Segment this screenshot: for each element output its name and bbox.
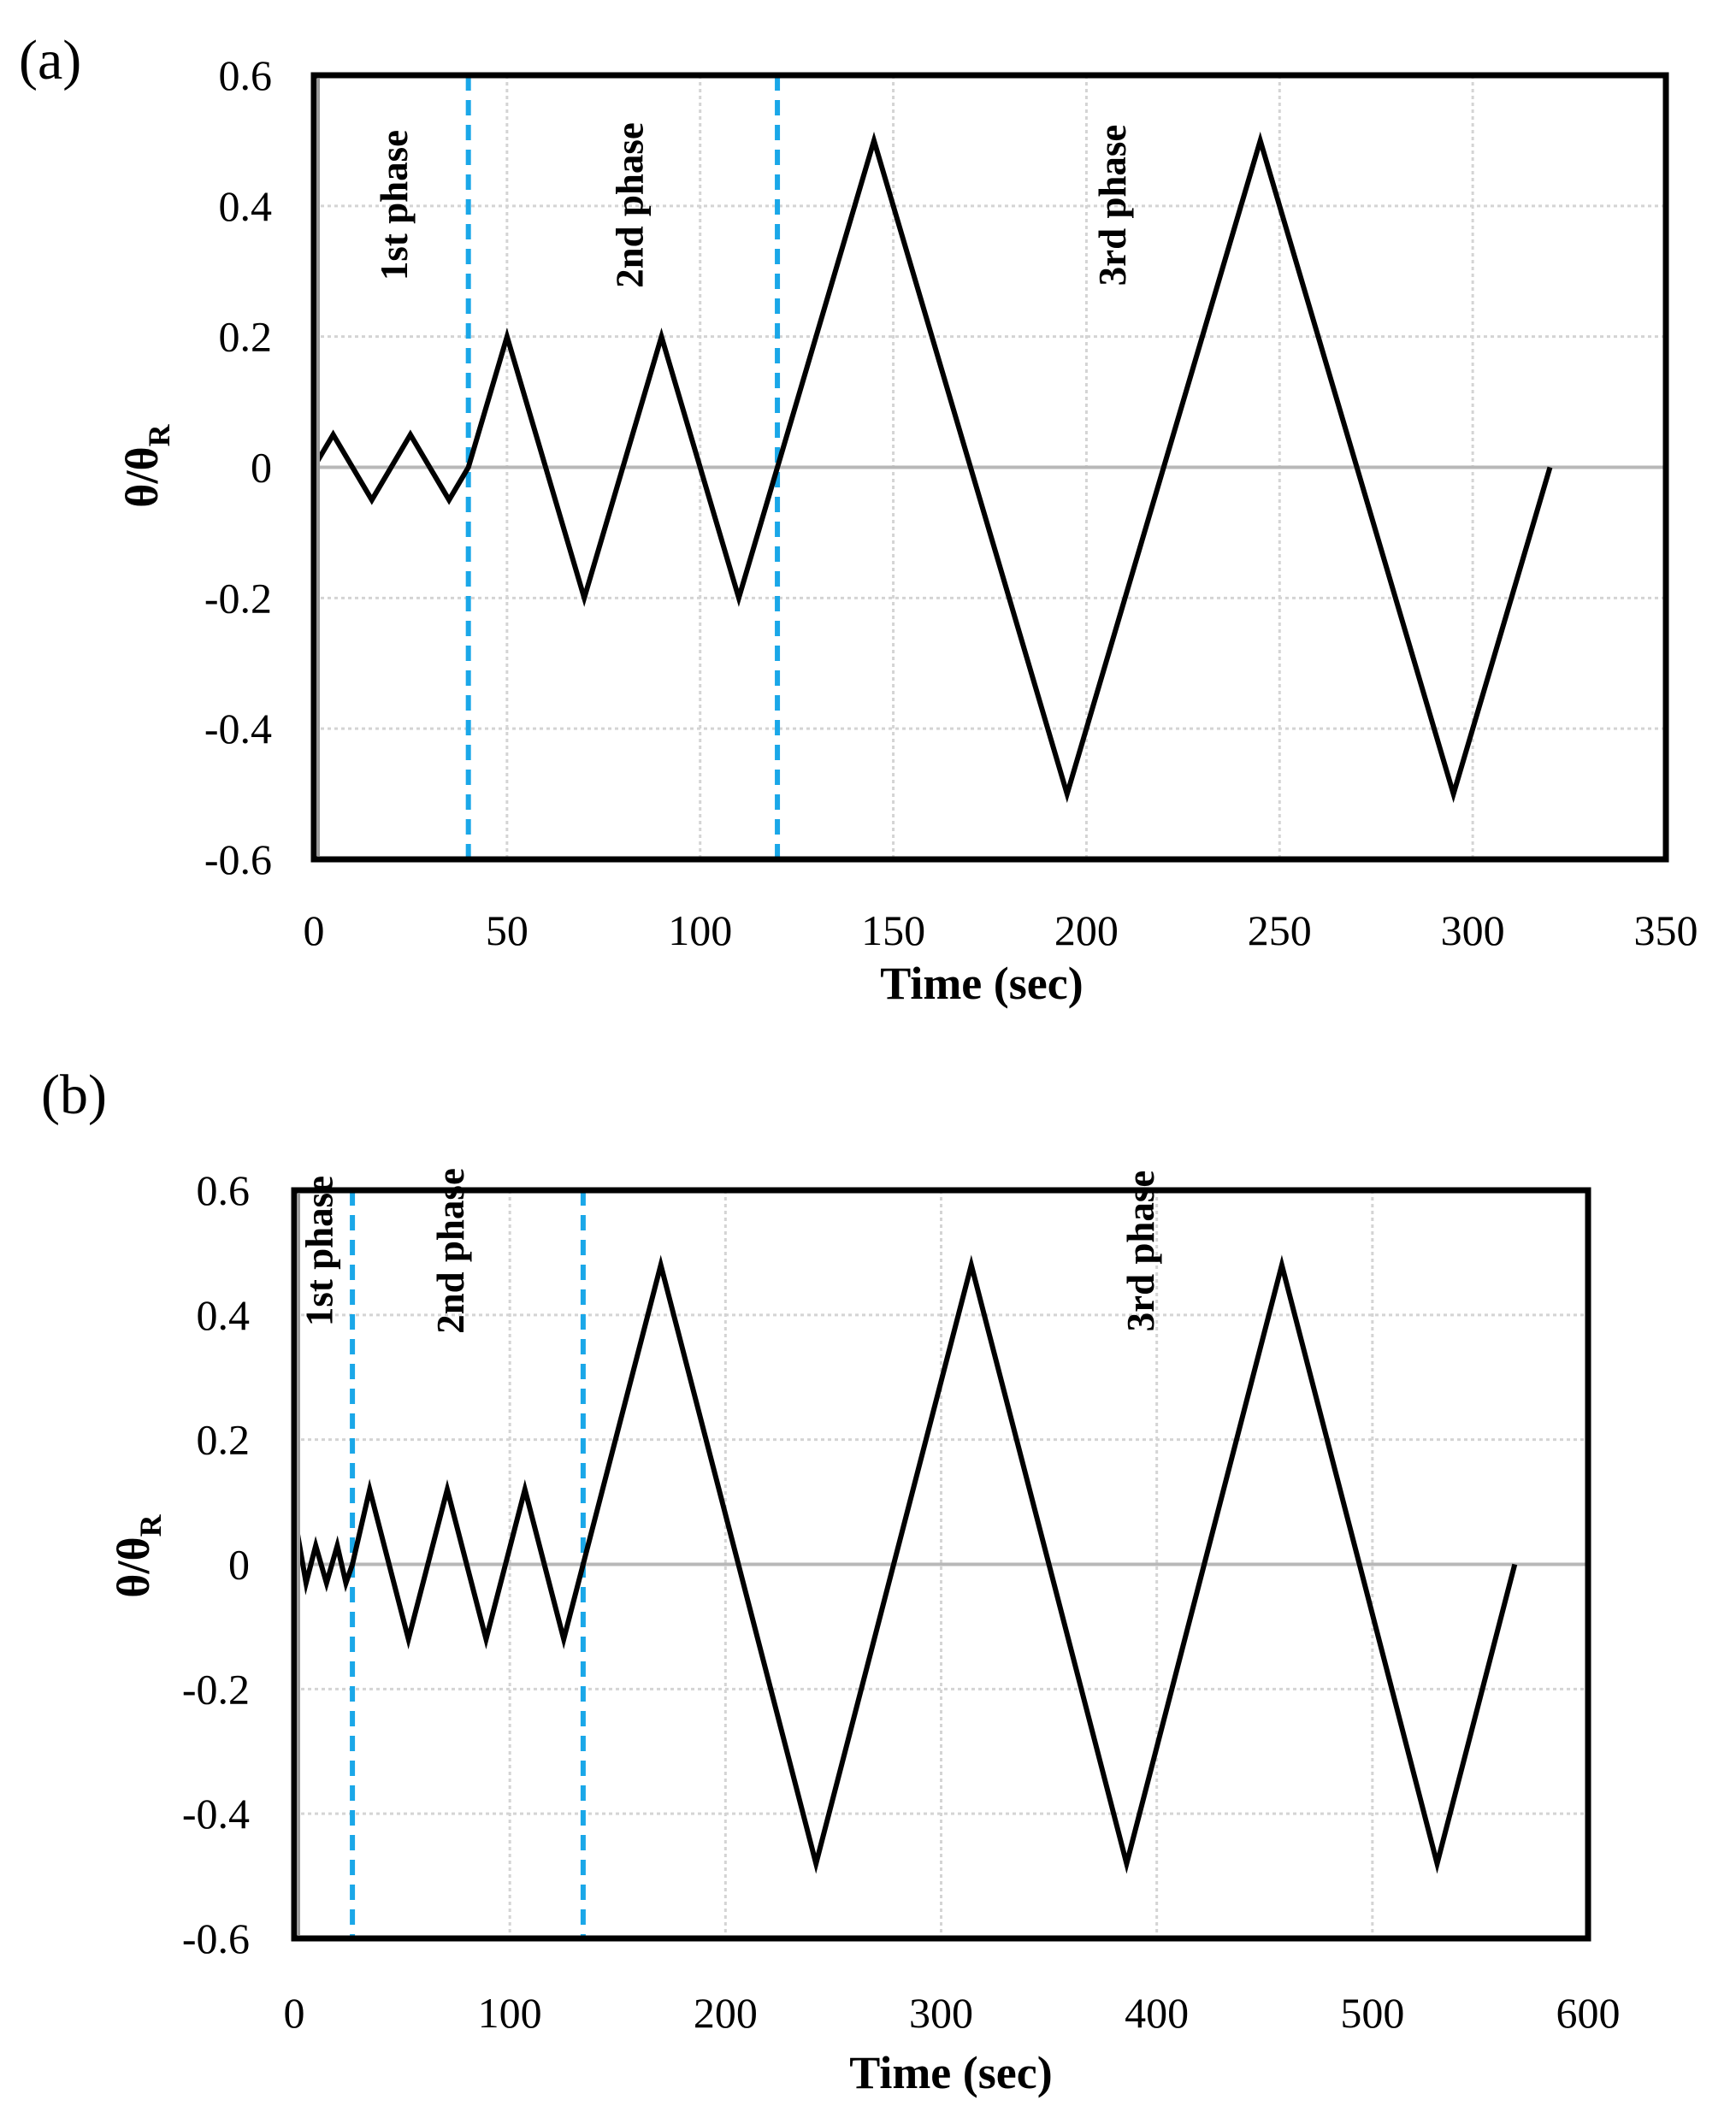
y-tick-label: -0.4 (182, 1790, 250, 1838)
y-tick-label: 0.6 (219, 51, 273, 99)
x-tick-label: 500 (1340, 1989, 1404, 2037)
plot-frame (291, 1187, 1591, 1942)
y-tick-label: 0.2 (219, 313, 273, 361)
x-tick-label: 100 (478, 1989, 542, 2037)
x-tick-label: 250 (1248, 906, 1312, 954)
phase-label: 3rd phase (1119, 1171, 1162, 1332)
chart-b: (b) 0.6 0.4 0.2 0 -0.2 -0.4 -0.6 0 100 200 300 400… (41, 1064, 1621, 2098)
series-line (292, 1254, 1518, 1874)
x-tick-label: 300 (1441, 906, 1505, 954)
x-tick-label: 150 (861, 906, 925, 954)
x-tick-label: 50 (486, 906, 528, 954)
x-tick-label: 300 (909, 1989, 973, 2037)
y-tick-label: 0.4 (219, 182, 273, 230)
y-tick-label: -0.2 (182, 1665, 250, 1713)
chart-a: (a) 0.6 0.4 0.2 0 -0.2 -0.4 -0.6 0 50 100 150 200 2… (19, 29, 1698, 1009)
y-tick-label: 0 (251, 444, 272, 492)
x-tick-label: 200 (1054, 906, 1119, 954)
panel-label: (b) (41, 1064, 107, 1126)
phase-label: 1st phase (298, 1176, 340, 1326)
y-tick-label: -0.6 (182, 1914, 250, 1962)
y-tick-label: 0 (228, 1541, 250, 1589)
phase-label: 2nd phase (608, 122, 651, 288)
phase-label: 1st phase (373, 130, 416, 280)
x-tick-label: 400 (1125, 1989, 1189, 2037)
x-axis-label: Time (sec) (880, 958, 1083, 1009)
chart-panel-b: (b) 0.6 0.4 0.2 0 -0.2 -0.4 -0.6 0 100 200 300 400… (0, 1043, 1736, 2112)
phase-label: 2nd phase (429, 1168, 472, 1334)
x-tick-label: 100 (668, 906, 732, 954)
x-tick-label: 0 (304, 906, 325, 954)
y-tick-label: 0.4 (197, 1291, 251, 1339)
y-axis-label: θ/θR (116, 423, 176, 507)
y-tick-label: -0.2 (204, 574, 272, 622)
y-tick-label: 0.2 (197, 1416, 251, 1464)
panel-label: (a) (19, 29, 81, 91)
y-tick-label: 0.6 (197, 1166, 251, 1214)
chart-panel-a: (a) 0.6 0.4 0.2 0 -0.2 -0.4 -0.6 0 50 100 150 200 2… (0, 0, 1736, 1043)
y-tick-label: -0.6 (204, 835, 272, 883)
phase-label: 3rd phase (1091, 125, 1134, 286)
x-tick-label: 200 (694, 1989, 758, 2037)
x-tick-label: 600 (1556, 1989, 1621, 2037)
x-axis-label: Time (sec) (849, 2047, 1052, 2098)
y-axis-label: θ/θR (108, 1513, 168, 1597)
y-tick-label: -0.4 (204, 705, 272, 752)
x-tick-label: 0 (284, 1989, 305, 2037)
series-line (311, 131, 1553, 804)
plot-frame (310, 72, 1669, 863)
x-tick-label: 350 (1634, 906, 1698, 954)
